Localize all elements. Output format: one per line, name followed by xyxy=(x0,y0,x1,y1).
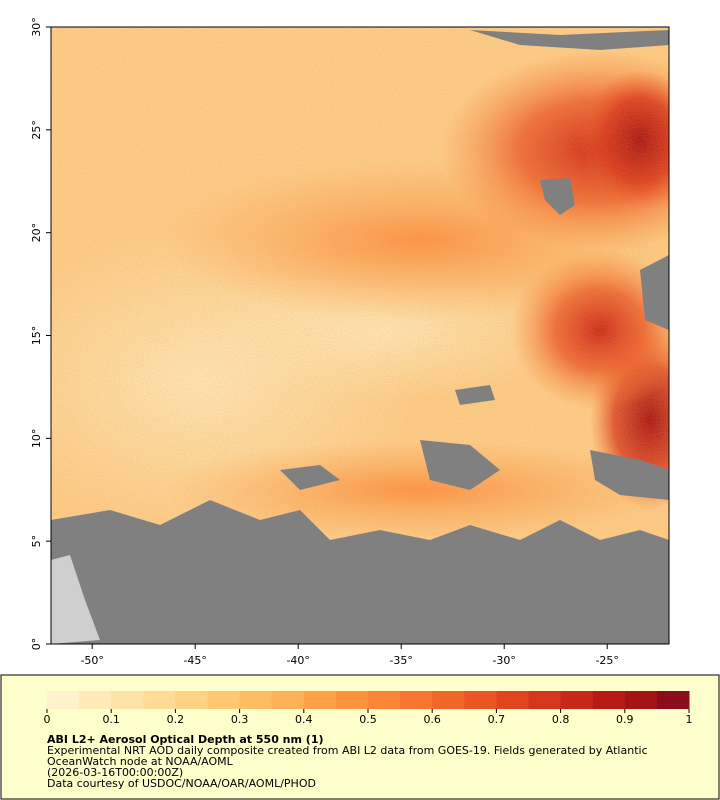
color-swatch xyxy=(111,691,144,709)
y-tick-label: 5° xyxy=(30,535,43,548)
color-swatch xyxy=(400,691,433,709)
colorbar-tick-label: 0.2 xyxy=(167,713,185,726)
color-swatch xyxy=(335,691,369,709)
color-swatch xyxy=(47,691,80,709)
color-swatch xyxy=(496,691,529,709)
colorbar-tick-label: 0.4 xyxy=(295,713,313,726)
caption-line: (2026-03-16T00:00:00Z) xyxy=(47,766,183,779)
y-tick-label: 25° xyxy=(30,120,43,140)
colorbar-tick-label: 0.6 xyxy=(423,713,441,726)
x-tick-label: -35° xyxy=(389,654,412,667)
colorbar-tick-label: 0 xyxy=(44,713,51,726)
colorbar-tick-label: 0.8 xyxy=(552,713,570,726)
color-swatch xyxy=(656,691,690,709)
caption-line: Data courtesy of USDOC/NOAA/OAR/AOML/PHO… xyxy=(47,777,316,790)
x-tick-label: -50° xyxy=(80,654,103,667)
color-swatch xyxy=(207,691,241,709)
color-swatch xyxy=(175,691,208,709)
color-swatch xyxy=(79,691,112,709)
axes: -50° -45° -40° -35° -30° -25° 0° 5° 10° 15° 20° 25°… xyxy=(30,17,619,667)
color-swatch xyxy=(528,691,562,709)
y-tick-label: 0° xyxy=(30,638,43,651)
color-swatch xyxy=(592,691,626,709)
color-swatch xyxy=(432,691,465,709)
colorbar-tick-label: 1 xyxy=(686,713,693,726)
colorbar-tick-label: 0.1 xyxy=(102,713,120,726)
color-swatch xyxy=(303,691,337,709)
caption-line: OceanWatch node at NOAA/AOML xyxy=(47,755,234,768)
colorbar: 0 0.1 0.2 0.3 0.4 0.5 0.6 0.7 0.8 0.9 1 xyxy=(44,691,693,726)
aod-map xyxy=(51,27,669,644)
color-swatch xyxy=(624,691,658,709)
x-tick-label: -40° xyxy=(286,654,309,667)
color-swatch xyxy=(368,691,401,709)
colorbar-tick-label: 0.5 xyxy=(359,713,377,726)
y-tick-label: 15° xyxy=(30,326,43,346)
caption: Experimental NRT AOD daily composite cre… xyxy=(47,744,648,790)
colorbar-tick-label: 0.3 xyxy=(231,713,249,726)
color-swatch xyxy=(143,691,176,709)
caption-line: Experimental NRT AOD daily composite cre… xyxy=(47,744,648,757)
color-swatch xyxy=(560,691,594,709)
color-swatch xyxy=(271,691,305,709)
color-swatch xyxy=(239,691,273,709)
x-tick-label: -25° xyxy=(595,654,618,667)
y-tick-label: 20° xyxy=(30,223,43,243)
caption-title: ABI L2+ Aerosol Optical Depth at 550 nm … xyxy=(47,733,324,746)
colorbar-tick-label: 0.9 xyxy=(616,713,634,726)
y-tick-label: 10° xyxy=(30,429,43,449)
colorbar-tick-label: 0.7 xyxy=(488,713,506,726)
x-tick-label: -45° xyxy=(183,654,206,667)
color-swatch xyxy=(464,691,497,709)
y-tick-label: 30° xyxy=(30,17,43,37)
x-tick-label: -30° xyxy=(492,654,515,667)
